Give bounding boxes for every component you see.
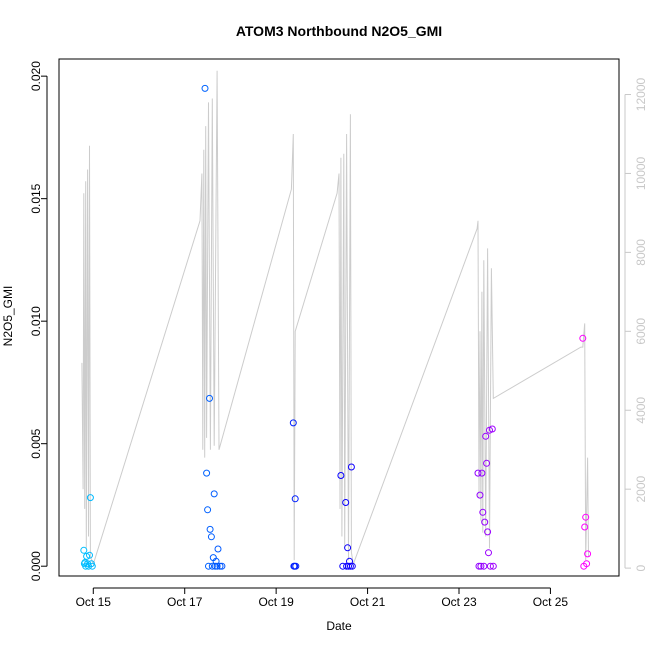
data-point [348,562,356,570]
data-point [480,562,488,570]
secondary-line-layer [81,70,589,567]
data-point [80,546,88,554]
data-point [206,525,214,533]
x-tick-label: Oct 21 [350,595,386,609]
data-point [205,562,212,570]
data-point [489,562,497,570]
data-point [203,469,211,477]
data-point [201,84,209,92]
x-tick-label: Oct 19 [258,595,294,609]
data-point [347,463,355,471]
data-point [484,528,492,536]
y2-tick-label: 4000 [634,397,648,424]
data-point [88,562,96,570]
y2-tick-label: 12000 [634,78,648,112]
data-point [485,549,492,557]
data-point [474,469,482,477]
data-point [345,562,352,570]
points-layer [80,84,592,570]
data-point [584,550,592,558]
data-point [211,562,219,570]
data-point [581,523,589,531]
y-tick-label: 0.005 [29,428,43,458]
data-point [583,560,591,568]
data-point [214,545,222,553]
y2-tick-label: 6000 [634,318,648,345]
data-point [481,518,489,526]
y-tick-label: 0.010 [29,306,43,336]
data-point [486,562,494,570]
y-tick-label: 0.020 [29,61,43,91]
data-point [213,562,221,570]
y-axis-label: N2O5_GMI [1,286,15,347]
axes-layer: 0.000 0.005 0.010 0.015 0.020 Oct 15 Oct 17 Oct… [29,61,648,609]
data-point [346,562,354,570]
data-point [291,495,299,503]
data-point [582,513,590,521]
y-tick-label: 0.000 [29,551,43,581]
data-point [207,533,215,541]
x-tick-label: Oct 23 [441,595,477,609]
data-point [212,557,220,565]
y2-tick-label: 0 [634,564,648,571]
data-point [475,562,483,570]
data-point [206,394,213,402]
data-point [344,544,352,552]
data-point [478,469,486,477]
data-point [210,490,218,498]
data-point [86,551,93,559]
data-point [86,494,94,502]
chart-title: ATOM3 Northbound N2O5_GMI [236,23,442,39]
x-tick-label: Oct 17 [167,595,203,609]
data-point [292,562,300,570]
data-point [342,499,350,506]
x-axis-label: Date [326,619,352,633]
y2-tick-label: 8000 [634,239,648,266]
data-point [204,506,212,514]
secondary-series-line [81,70,589,567]
data-point [208,562,216,570]
data-point [579,334,587,342]
data-point [216,562,224,570]
data-point [479,508,487,516]
data-point [476,491,484,499]
y2-tick-label: 2000 [634,476,648,503]
x-tick-label: Oct 25 [533,595,569,609]
plot-frame [58,58,620,577]
data-point [289,419,297,427]
data-point [488,425,496,433]
data-point [482,432,490,440]
data-point [337,472,345,479]
x-tick-label: Oct 15 [76,595,112,609]
data-point [483,459,491,467]
y2-tick-label: 10000 [634,156,648,190]
data-point [477,562,485,570]
data-point [218,562,226,570]
y-tick-label: 0.015 [29,183,43,213]
